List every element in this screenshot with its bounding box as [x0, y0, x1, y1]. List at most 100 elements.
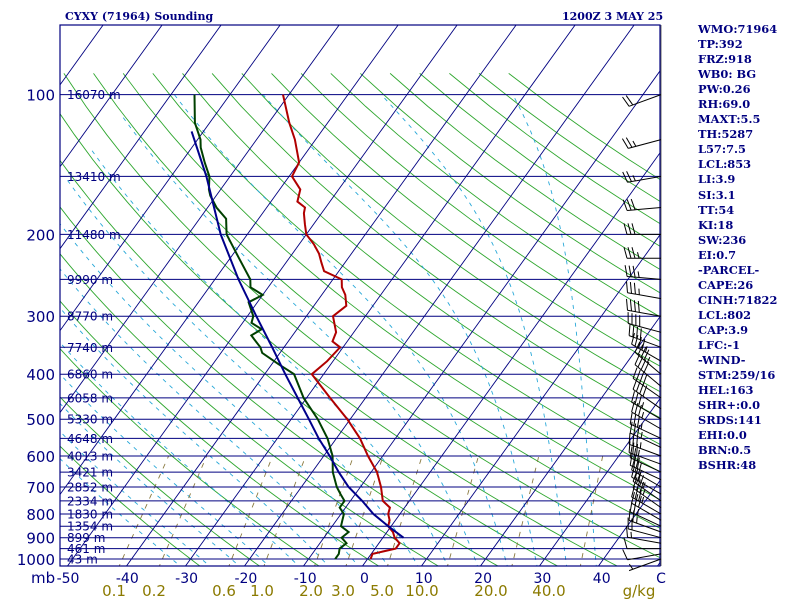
barb-full [634, 460, 639, 473]
height-label: 8770 m [67, 310, 113, 324]
barb-half [637, 271, 640, 278]
pressure-label: 900 [26, 530, 55, 548]
barb-half [641, 411, 645, 419]
barb-half [644, 346, 648, 353]
indices-panel: WMO:71964 TP:392 FRZ:918 WB0: BG PW:0.26 RH:6… [698, 22, 798, 473]
height-label: 16070 m [67, 88, 121, 102]
temperature-tick: 40 [593, 571, 611, 587]
barb-full [633, 414, 637, 426]
index-value: LI:3.9 [698, 172, 736, 187]
barb-full [631, 465, 635, 478]
dry-adiabat [60, 445, 201, 566]
isotherm [302, 70, 660, 566]
temperature-tick: -10 [294, 571, 317, 587]
wind-barbs [621, 25, 662, 572]
index-value: WB0: BG [698, 67, 757, 82]
barb-half [641, 402, 645, 409]
barb-full [625, 137, 633, 148]
index-value: RH:69.0 [698, 97, 751, 112]
index-value: TT:54 [698, 202, 735, 217]
barb-full [634, 467, 639, 480]
height-label: 3421 m [67, 466, 113, 480]
wind-barb [627, 517, 662, 539]
barb-staff [634, 351, 662, 375]
mixing-ratio-line [511, 455, 540, 566]
barb-full [638, 395, 642, 407]
barb-half [640, 431, 643, 439]
isobar-lines: 16070 m 13410 m 11480 m 9990 m 8770 m 7740 m 6… [60, 88, 660, 567]
index-value: SHR+:0.0 [698, 398, 761, 413]
mixing-ratio-label: 10.0 [405, 582, 438, 600]
barb-full [631, 458, 635, 471]
moist-adiabat [120, 113, 478, 566]
barb-full [633, 448, 637, 460]
barb-half [632, 140, 637, 147]
barb-full [631, 247, 636, 259]
wind-barb [622, 171, 662, 183]
index-value: TH:5287 [698, 127, 754, 142]
wind-barb [622, 549, 662, 561]
moist-adiabat [512, 94, 597, 566]
barb-staff [632, 480, 662, 502]
barb-full [626, 171, 632, 182]
index-value: -WIND- [698, 353, 746, 368]
index-value: EHI:0.0 [698, 428, 747, 443]
mixing-ratio-line [387, 455, 423, 566]
barb-full [626, 298, 628, 311]
mixing-ratio-line [579, 455, 604, 566]
barb-full [639, 372, 645, 384]
dry-adiabat [60, 300, 380, 566]
index-value: MAXT:5.5 [698, 112, 761, 127]
wind-barb [631, 458, 662, 488]
height-label: 6058 m [67, 391, 113, 405]
wind-barb [628, 441, 662, 465]
wind-barb [629, 454, 662, 481]
barb-full [643, 349, 650, 361]
barb-staff [632, 377, 662, 399]
index-value: -PARCEL- [698, 262, 760, 277]
wind-barb [632, 367, 662, 399]
barb-staff [631, 476, 662, 495]
barb-full [622, 199, 628, 211]
wind-barb [627, 312, 662, 333]
height-label: 9990 m [67, 273, 113, 287]
pressure-label: 300 [26, 308, 55, 326]
barb-staff [632, 487, 662, 509]
temperature-tick: -30 [175, 571, 198, 587]
barb-staff [628, 528, 662, 539]
wind-barb [626, 525, 662, 544]
barb-staff [628, 335, 662, 348]
temperature-tick: -50 [57, 571, 80, 587]
temperature-line [282, 94, 401, 560]
mixing-ratio-label: 0.1 [102, 582, 126, 600]
wind-barb [631, 485, 662, 515]
barb-half [636, 509, 640, 516]
height-label: 5330 m [67, 413, 113, 427]
wind-barb [631, 400, 662, 430]
moist-adiabat [60, 223, 389, 566]
barb-staff [631, 401, 662, 420]
barb-staff [629, 464, 662, 481]
index-value: SW:236 [698, 232, 747, 247]
barb-full [629, 299, 632, 312]
barb-full [626, 199, 632, 211]
height-label: 6860 m [67, 368, 113, 382]
barb-full [625, 95, 634, 106]
height-label: 43 m [67, 553, 98, 567]
dry-adiabat [60, 396, 261, 566]
barb-half [640, 422, 643, 430]
height-label: 4648 m [67, 432, 113, 446]
index-value: L57:7.5 [698, 142, 746, 157]
barb-full [629, 454, 633, 466]
barb-staff [628, 452, 662, 465]
barb-full [628, 508, 631, 521]
isotherm [60, 25, 163, 168]
pressure-label: 100 [26, 87, 55, 105]
pressure-label: 500 [26, 411, 55, 429]
barb-half [636, 516, 638, 524]
index-value: SI:3.1 [698, 187, 736, 202]
barb-staff [628, 519, 662, 533]
wind-barb [628, 432, 662, 457]
temperature-tick: C [656, 571, 666, 587]
isotherm [361, 152, 660, 566]
